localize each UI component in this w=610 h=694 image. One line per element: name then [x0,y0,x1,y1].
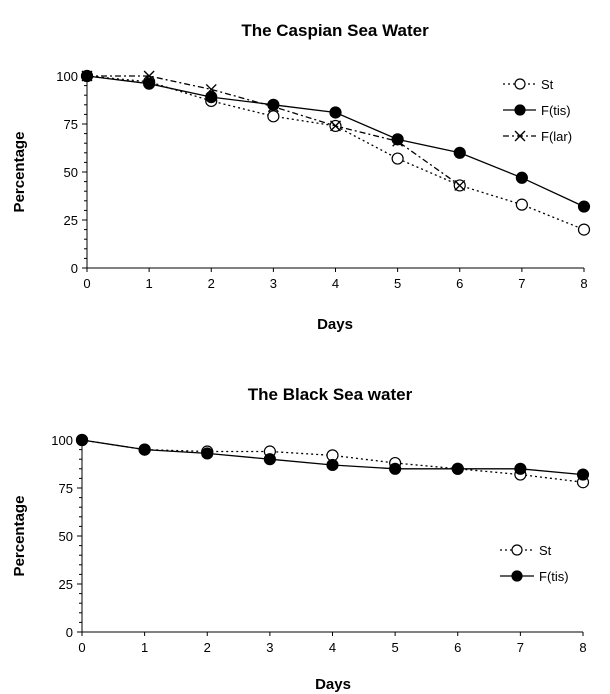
data-point [267,110,280,123]
x-tick-label: 5 [392,640,399,655]
series-line-3 [87,75,461,186]
data-point [329,106,342,119]
legend-marker [514,130,526,142]
legend-entry-flar: F(lar) [503,129,572,144]
legend-label: F(lar) [541,129,572,144]
y-tick-label: 75 [64,117,78,132]
y-tick-label: 100 [56,69,78,84]
legend-label: St [541,77,554,92]
data-point [515,198,528,211]
x-tick-label: 0 [78,640,85,655]
y-tick-label: 0 [71,261,78,276]
y-tick-label: 0 [66,625,73,640]
data-point [205,91,218,104]
y-axis-title: Percentage [11,132,28,213]
data-point [515,171,528,184]
x-tick-label: 5 [394,276,401,291]
axis-ticks [82,75,585,272]
legend-entry-ftis: F(tis) [500,569,569,584]
y-axis-title: Percentage [11,496,28,577]
legend-marker [511,544,523,556]
plot-area: 0 1 2 3 4 5 6 7 8 0 25 50 75 100 [51,433,590,655]
legend-entry-st: St [503,77,554,92]
chart-title: The Caspian Sea Water [241,21,429,40]
data-point [81,70,93,82]
legend-label: F(tis) [539,569,569,584]
data-point [391,133,404,146]
legend-marker [514,78,526,90]
x-axis-title: Days [315,676,351,693]
series-line-2 [86,75,585,208]
data-point [205,83,217,95]
data-point [267,98,280,111]
legend: St F(tis) F(lar) [503,77,572,144]
series-line-1 [86,75,585,231]
series-group [75,433,590,489]
legend: St F(tis) [500,543,569,584]
y-tick-label: 50 [59,529,73,544]
data-point [391,152,404,165]
data-point [453,146,466,159]
legend-entry-ftis: F(tis) [503,103,571,118]
x-tick-label: 1 [141,640,148,655]
data-point [326,458,339,472]
x-axis-title: Days [317,316,353,333]
x-tick-label: 7 [517,640,524,655]
data-point [75,433,89,447]
y-tick-label: 75 [59,481,73,496]
x-tick-label: 3 [266,640,273,655]
data-point [138,443,151,456]
data-point [143,77,156,90]
x-tick-label: 7 [518,276,525,291]
data-point [514,462,527,475]
data-point [263,453,276,466]
tick-labels: 0 1 2 3 4 5 6 7 8 0 25 50 75 100 [56,69,587,291]
x-tick-label: 2 [208,276,215,291]
chart-caspian: The Caspian Sea Water Percentage Days 0 1… [11,21,591,333]
data-point [143,70,155,82]
data-point [451,462,464,475]
data-point [389,462,402,475]
x-tick-label: 0 [83,276,90,291]
x-tick-label: 6 [454,640,461,655]
series-group [80,69,591,236]
data-point [577,200,591,213]
chart-title: The Black Sea water [248,385,413,404]
data-point [392,135,404,147]
data-point [330,120,341,132]
x-tick-label: 8 [579,640,586,655]
y-tick-label: 25 [59,577,73,592]
x-tick-label: 6 [456,276,463,291]
y-tick-label: 50 [64,165,78,180]
x-tick-label: 3 [270,276,277,291]
data-point [201,447,214,460]
data-point [577,223,591,236]
x-tick-label: 4 [329,640,336,655]
x-tick-label: 8 [580,276,587,291]
legend-label: St [539,543,552,558]
legend-entry-st: St [500,543,552,558]
legend-marker [514,104,526,116]
x-tick-label: 1 [146,276,153,291]
tick-labels: 0 1 2 3 4 5 6 7 8 0 25 50 75 100 [51,433,586,655]
data-point [576,468,590,481]
x-tick-label: 2 [204,640,211,655]
x-tick-label: 4 [332,276,339,291]
legend-marker [511,570,523,582]
plot-area: 0 1 2 3 4 5 6 7 8 0 25 50 75 100 [56,69,591,291]
data-point [454,179,466,191]
data-point [267,101,279,113]
y-tick-label: 100 [51,433,73,448]
chart-black-sea: The Black Sea water Percentage Days 0 1 2 3… [11,385,590,693]
legend-label: F(tis) [541,103,571,118]
y-tick-label: 25 [64,213,78,228]
